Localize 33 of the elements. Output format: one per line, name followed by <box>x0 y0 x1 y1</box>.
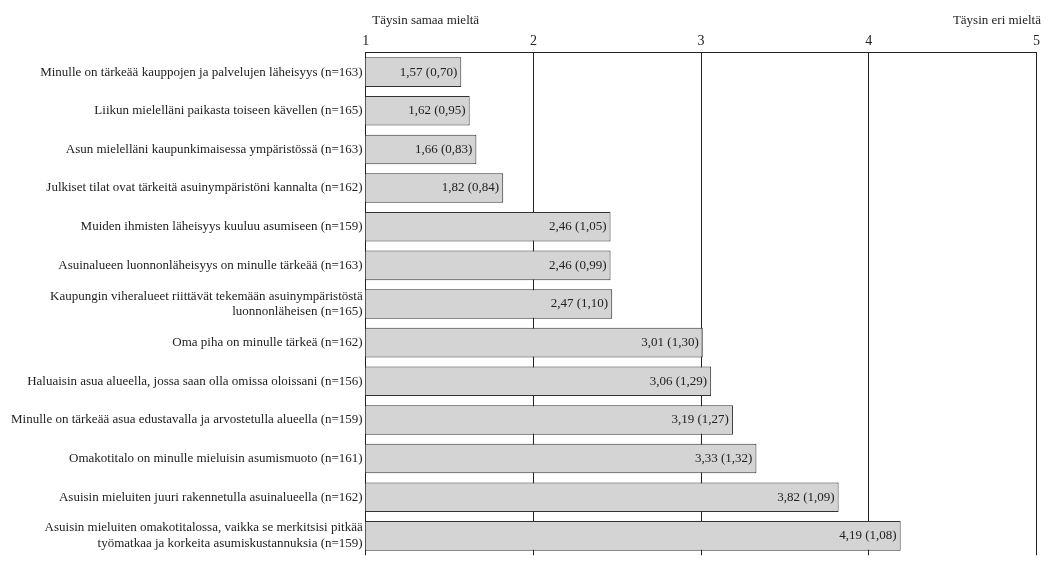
data-label: 3,82 (1,09) <box>777 488 835 504</box>
y-tick-label: Liikun mielelläni paikasta toiseen kävellen (n=165) <box>94 102 363 118</box>
y-tick-label: Asuisin mieluiten juuri rakennetulla asuinalueella (n=162) <box>58 488 363 504</box>
data-label: 4,19 (1,08) <box>839 527 897 543</box>
x-tick-label: 5 <box>1033 33 1040 49</box>
y-tick-label: Muiden ihmisten läheisyys kuuluu asumiseen (n=159) <box>80 218 363 234</box>
y-tick-label: Asun mielelläni kaupunkimaisessa ympäristössä (n=163) <box>65 140 363 156</box>
y-tick-label: Kaupungin viheralueet riittävät tekemään asuinympäristöstä luonnonläheisen (n=165) <box>50 287 363 319</box>
text: Täysin eri mieltä <box>952 12 1042 27</box>
data-label: 3,19 (1,27) <box>671 411 729 427</box>
data-label: 3,06 (1,29) <box>649 372 708 388</box>
y-tick-label: Oma piha on minulle tärkeä (n=162) <box>172 334 363 350</box>
x-tick-label: 4 <box>865 33 873 49</box>
x-tick-label: 3 <box>697 33 705 49</box>
data-label: 1,62 (0,95) <box>408 102 466 118</box>
data-label: 2,47 (1,10) <box>550 295 609 311</box>
data-label: 1,82 (0,84) <box>441 179 500 195</box>
y-tick-label: Minulle on tärkeää asua edustavalla ja arvostetulla alueella (n=159) <box>10 411 363 427</box>
y-tick-label: Omakotitalo on minulle mieluisin asumismuoto (n=161) <box>69 450 363 466</box>
data-label: 3,33 (1,32) <box>695 450 753 466</box>
data-label: 1,66 (0,83) <box>414 140 473 156</box>
data-label: 2,46 (1,05) <box>549 218 607 234</box>
data-label: 3,01 (1,30) <box>641 334 699 350</box>
y-tick-label: Asuisin mieluiten omakotitalossa, vaikka se merkitsisi pitkää työmatkaa ja korkeita asumiskustannuksia (n=159) <box>44 519 363 551</box>
x-tick-label: 1 <box>362 33 370 49</box>
y-tick-label: Asuinalueen luonnonläheisyys on minulle tärkeää (n=163) <box>58 256 363 272</box>
y-tick-label: Minulle on tärkeää kauppojen ja palvelujen läheisyys (n=163) <box>40 63 363 79</box>
x-tick-label: 2 <box>529 33 537 49</box>
y-tick-label: Julkiset tilat ovat tärkeitä asuinympäristöni kannalta (n=162) <box>46 179 363 195</box>
text: Täysin samaa mieltä <box>372 12 480 27</box>
data-label: 2,46 (0,99) <box>549 256 607 272</box>
data-label: 1,57 (0,70) <box>399 63 458 79</box>
y-tick-label: Haluaisin asua alueella, jossa saan olla omissa oloissani (n=156) <box>27 372 363 388</box>
